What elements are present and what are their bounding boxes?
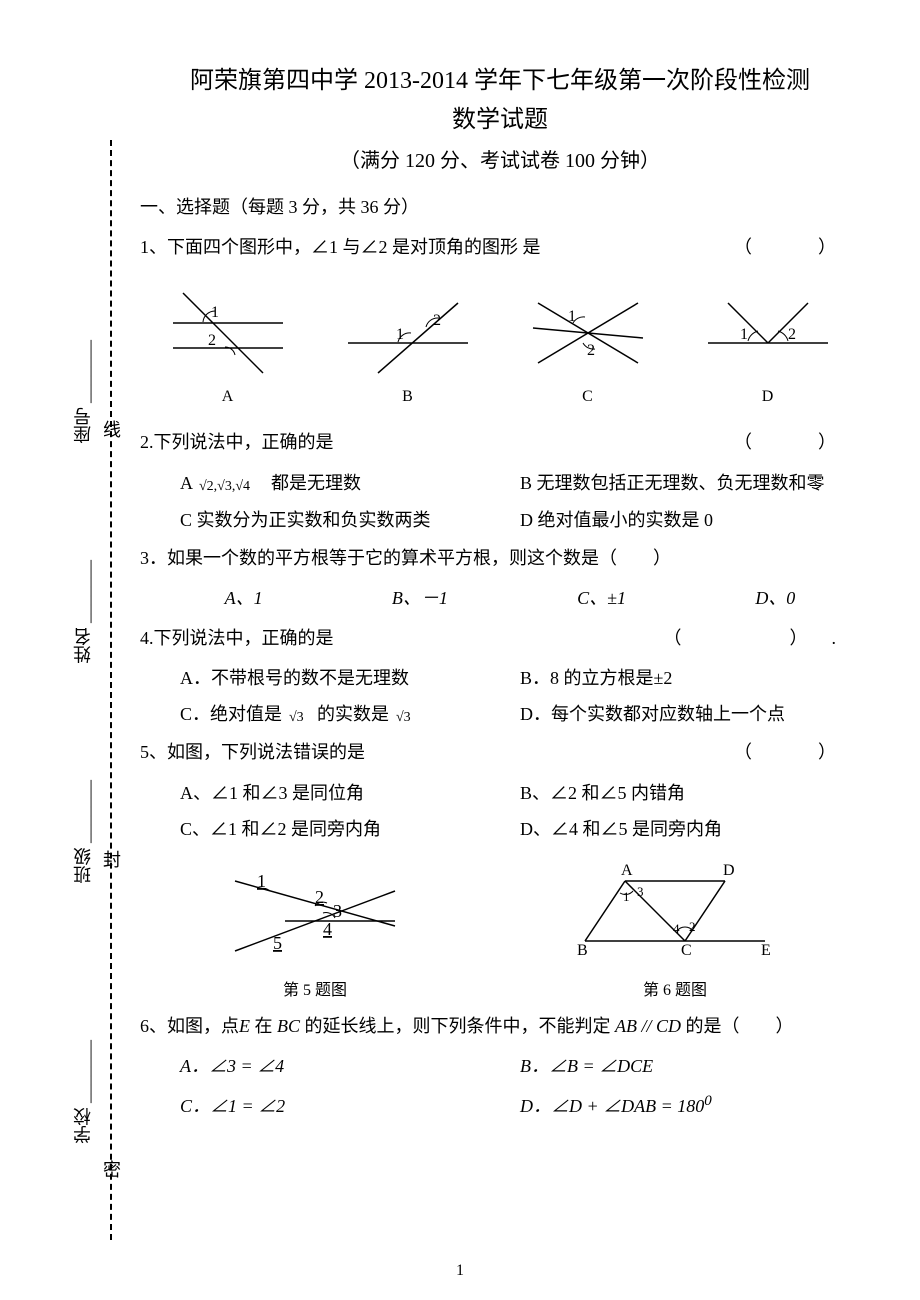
q4-paren: （ ）. [664,622,861,654]
svg-text:1: 1 [623,889,630,904]
q1-paren: （ ） [734,231,860,263]
q3-option-b: B、－1 [392,584,448,610]
q6-options-row1: A．∠3 = ∠4 B．∠B = ∠DCE [140,1052,860,1078]
svg-text:C: C [681,942,692,959]
subtitle: （满分 120 分、考试试卷 100 分钟） [140,144,860,173]
q2-option-d: D 绝对值最小的实数是 0 [520,506,860,532]
svg-text:B: B [577,942,588,959]
angle-diagram-a: 1 2 [163,273,293,383]
q1-diagram-a: 1 2 A [163,273,293,406]
question-1: 1、下面四个图形中，∠1 与∠2 是对顶角的图形 是 （ ） [140,231,860,263]
q5-text: 5、如图，下列说法错误的是 [140,736,365,768]
svg-text:1: 1 [211,304,219,321]
svg-text:√3: √3 [396,710,411,725]
angle-diagram-d: 1 2 [698,273,838,383]
q3-option-a: A、1 [225,584,263,610]
q6-option-c: C．∠1 = ∠2 [180,1092,520,1118]
svg-text:2: 2 [788,326,796,343]
question-3: 3．如果一个数的平方根等于它的算术平方根，则这个数是（ ） [140,542,860,574]
sqrt3-icon-2: √3 [394,706,420,726]
q6-option-b: B．∠B = ∠DCE [520,1052,860,1078]
q4-option-c: C．绝对值是 √3 的实数是 √3 [180,700,520,726]
angle-diagram-b: 1 2 [338,273,478,383]
svg-text:2: 2 [433,312,441,329]
svg-text:E: E [761,942,771,959]
svg-text:1: 1 [568,308,576,325]
angle-diagram-c: 1 2 [523,273,653,383]
q1-diagram-c: 1 2 C [523,273,653,406]
svg-text:√3: √3 [289,710,304,725]
parallelogram-diagram-6: A D B C E 1 3 4 2 [565,851,785,971]
svg-text:√2,√3,√4: √2,√3,√4 [199,479,250,494]
q5-option-d: D、∠4 和∠5 是同旁内角 [520,815,860,841]
q4-option-d: D．每个实数都对应数轴上一个点 [520,700,860,726]
q1-label-c: C [523,388,653,406]
q5-options-row1: A、∠1 和∠3 是同位角 B、∠2 和∠5 内错角 [140,779,860,805]
sqrt3-icon: √3 [287,706,313,726]
q3-option-c: C、±1 [577,584,626,610]
svg-text:1: 1 [740,326,748,343]
svg-text:4: 4 [323,919,332,939]
svg-text:2: 2 [208,332,216,349]
q5-options-row2: C、∠1 和∠2 是同旁内角 D、∠4 和∠5 是同旁内角 [140,815,860,841]
q1-diagrams: 1 2 A 1 2 B 1 [140,273,860,406]
q4-options-row1: A．不带根号的数不是无理数 B．8 的立方根是±2 [140,664,860,690]
question-2: 2.下列说法中，正确的是 （ ） [140,426,860,458]
q56-diagrams: 1 2 3 4 5 第 5 题图 A D B C E [140,851,860,1000]
q2-option-c: C 实数分为正实数和负实数两类 [180,506,520,532]
q5-option-a: A、∠1 和∠3 是同位角 [180,779,520,805]
q4-option-b: B．8 的立方根是±2 [520,664,860,690]
question-6: 6、如图，点E 在 BC 的延长线上，则下列条件中，不能判定 AB // CD … [140,1010,860,1042]
svg-text:D: D [723,862,735,879]
q2-options-row2: C 实数分为正实数和负实数两类 D 绝对值最小的实数是 0 [140,506,860,532]
q2-option-b: B 无理数包括正无理数、负无理数和零 [520,469,860,496]
q4-text: 4.下列说法中，正确的是 [140,622,334,654]
q6-option-a: A．∠3 = ∠4 [180,1052,520,1078]
question-5: 5、如图，下列说法错误的是 （ ） [140,736,860,768]
section1-header: 一、选择题（每题 3 分，共 36 分） [140,193,860,219]
q5-diagram: 1 2 3 4 5 第 5 题图 [215,851,415,1000]
q2-options-row1: A √2,√3,√4 都是无理数 B 无理数包括正无理数、负无理数和零 [140,469,860,496]
q1-text: 1、下面四个图形中，∠1 与∠2 是对顶角的图形 是 [140,231,541,263]
q5-option-c: C、∠1 和∠2 是同旁内角 [180,815,520,841]
q6-option-d: D．∠D + ∠DAB = 1800 [520,1092,860,1118]
q1-label-a: A [163,388,293,406]
title-line1: 阿荣旗第四中学 2013-2014 学年下七年级第一次阶段性检测 [140,60,860,95]
q2-option-a: A √2,√3,√4 都是无理数 [180,469,520,496]
q5-paren: （ ） [734,736,860,768]
svg-text:2: 2 [587,342,595,359]
svg-text:5: 5 [273,933,282,953]
q3-options: A、1 B、－1 C、±1 D、0 [140,584,860,610]
question-4: 4.下列说法中，正确的是 （ ）. [140,622,860,654]
fig6-caption: 第 6 题图 [565,976,785,1000]
svg-text:3: 3 [333,901,342,921]
sqrt-2-3-4-icon: √2,√3,√4 [197,474,267,496]
svg-text:3: 3 [637,884,644,899]
q2-paren: （ ） [734,426,860,458]
angles-diagram-5: 1 2 3 4 5 [215,851,415,971]
q1-diagram-d: 1 2 D [698,273,838,406]
q4-options-row2: C．绝对值是 √3 的实数是 √3 D．每个实数都对应数轴上一个点 [140,700,860,726]
q2-text: 2.下列说法中，正确的是 [140,426,334,458]
q3-option-d: D、0 [755,584,795,610]
q6-options-row2: C．∠1 = ∠2 D．∠D + ∠DAB = 1800 [140,1092,860,1118]
exam-page: 阿荣旗第四中学 2013-2014 学年下七年级第一次阶段性检测 数学试题 （满… [0,0,920,1168]
page-number: 1 [456,1262,464,1280]
svg-text:A: A [621,862,633,879]
q1-label-b: B [338,388,478,406]
q1-diagram-b: 1 2 B [338,273,478,406]
q4-option-a: A．不带根号的数不是无理数 [180,664,520,690]
q1-label-d: D [698,388,838,406]
q5-option-b: B、∠2 和∠5 内错角 [520,779,860,805]
fig5-caption: 第 5 题图 [215,976,415,1000]
svg-text:2: 2 [689,919,696,934]
q6-diagram: A D B C E 1 3 4 2 第 6 题图 [565,851,785,1000]
title-line2: 数学试题 [140,99,860,134]
